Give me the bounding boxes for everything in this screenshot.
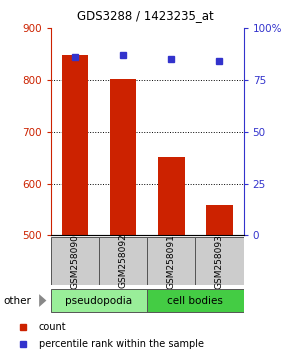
Bar xyxy=(51,289,147,312)
Text: cell bodies: cell bodies xyxy=(167,296,223,306)
Text: GSM258090: GSM258090 xyxy=(70,234,79,289)
Bar xyxy=(51,237,99,285)
Bar xyxy=(99,237,147,285)
Text: GSM258092: GSM258092 xyxy=(119,234,128,289)
Bar xyxy=(206,205,233,235)
Bar xyxy=(61,55,88,235)
Text: pseudopodia: pseudopodia xyxy=(66,296,133,306)
Bar xyxy=(147,237,195,285)
Bar xyxy=(147,289,244,312)
Text: GSM258091: GSM258091 xyxy=(167,234,176,289)
Bar xyxy=(110,79,136,235)
Text: other: other xyxy=(3,296,31,306)
Bar xyxy=(158,157,184,235)
Text: count: count xyxy=(39,321,66,332)
Text: GSM258093: GSM258093 xyxy=(215,234,224,289)
Text: percentile rank within the sample: percentile rank within the sample xyxy=(39,339,204,349)
Bar xyxy=(195,237,244,285)
Text: GDS3288 / 1423235_at: GDS3288 / 1423235_at xyxy=(77,9,213,22)
